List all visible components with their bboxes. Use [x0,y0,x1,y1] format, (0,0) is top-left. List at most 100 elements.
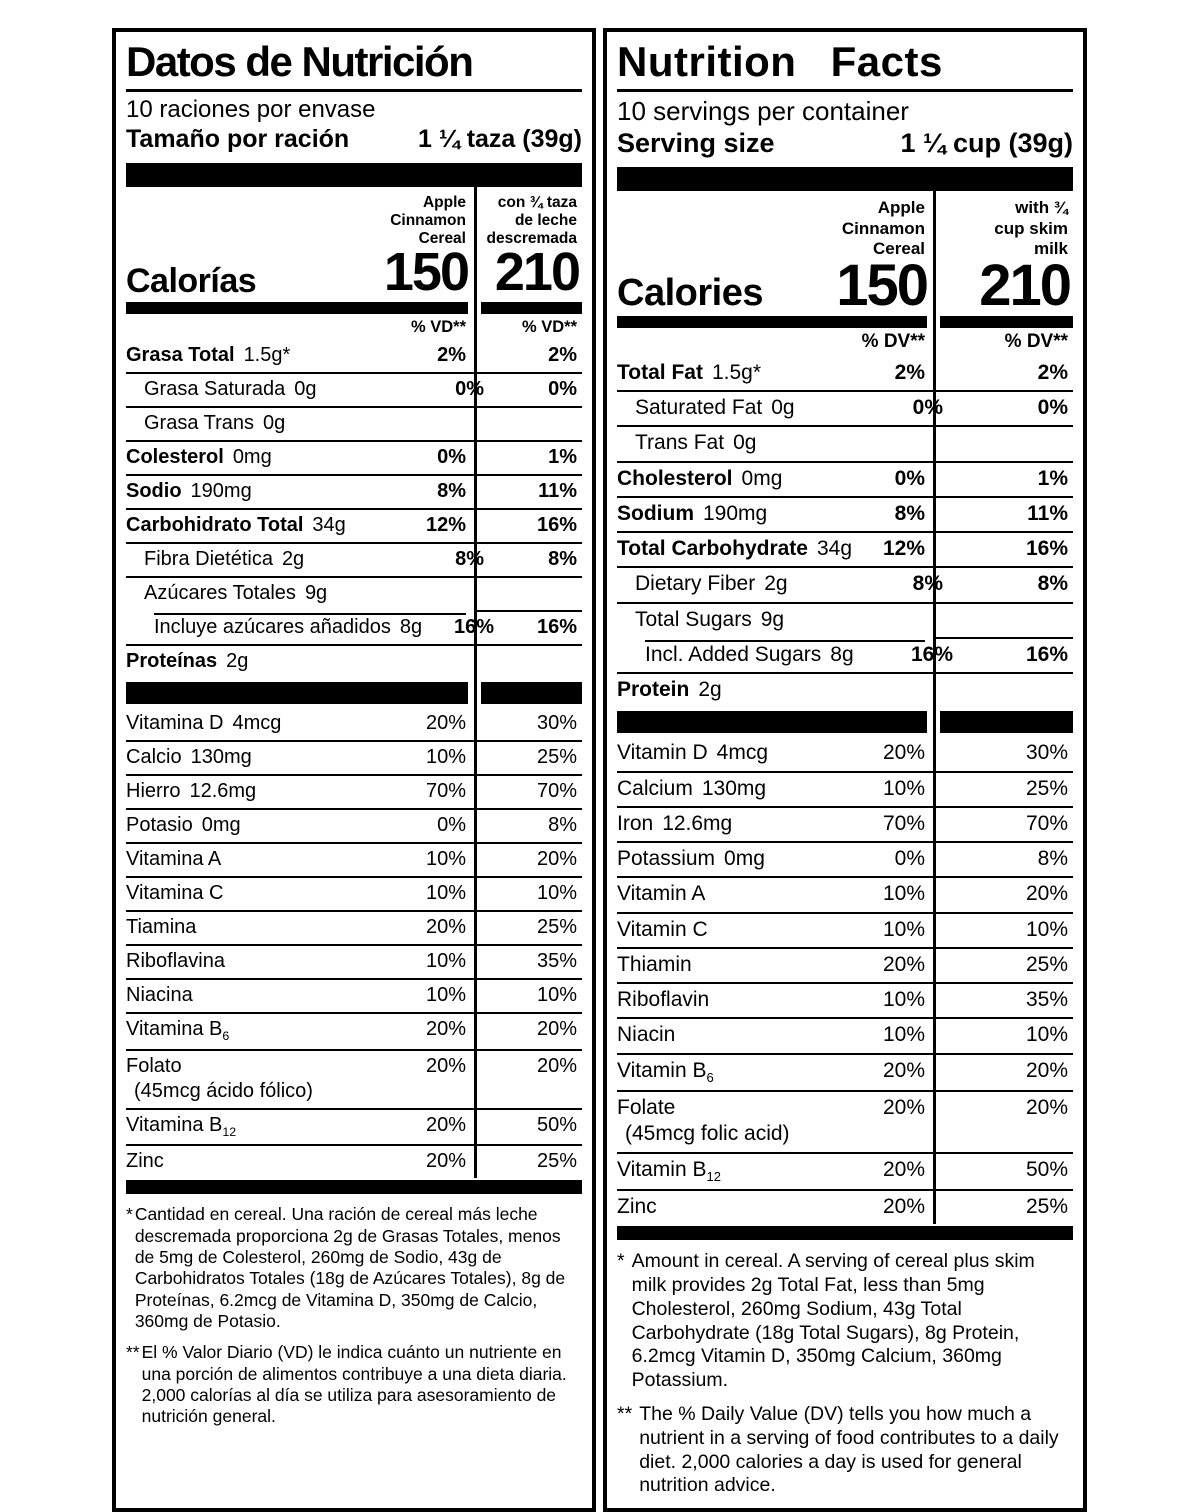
nutrient-amount: 130mg [190,746,252,769]
nutrient-name: Incluye azúcares añadidos [154,616,391,639]
nutrient-row-iron: Iron 12.6mg 70% 70% [617,805,1073,842]
section-divider-bar [126,678,582,709]
calories-underline-bar [617,313,1073,328]
calories-row: Calories 150 210 [617,256,1073,314]
percent-dv-milk: 0% [1037,396,1068,420]
percent-dv-milk: 16% [1025,642,1068,666]
calories-value-cereal: 150 [383,242,470,303]
percent-dv-cereal: 20% [425,712,466,735]
percent-dv-cereal: 20% [882,1157,925,1181]
nutrient-row-cholesterol: Cholesterol 0mg 0% 1% [617,460,1073,496]
percent-dv-milk: 8% [548,814,577,837]
percent-dv-milk: 8% [548,548,577,571]
percent-dv-milk: 35% [536,950,577,973]
percent-dv-cereal: 20% [425,916,466,939]
footnote-amount-in-cereal: * Cantidad en cereal. Una ración de cerea… [126,1204,582,1332]
footnote-daily-value: ** El % Valor Diario (VD) le indica cuánt… [126,1342,582,1427]
percent-dv-milk: 16% [1025,537,1068,561]
english-nutrition-panel: Nutrition Facts 10 servings per containe… [603,28,1087,1512]
percent-dv-cereal: 10% [882,882,925,906]
percent-dv-milk: 10% [1025,1023,1068,1047]
nutrient-row-potassium: Potassium 0mg 0% 8% [617,841,1073,877]
nutrient-row-vitamin-d: Vitamin D 4mcg 20% 30% [617,737,1073,771]
percent-dv-milk: 20% [1025,882,1068,906]
column-headers: Apple Cinnamon Cereal with ¾ cup skim mi… [617,191,1073,259]
percent-dv-cereal: 16% [910,642,953,666]
serving-size-label: Tamaño por ración [126,125,350,154]
nutrient-amount: 190mg [190,480,252,503]
nutrient-name: Proteínas [126,650,218,673]
nutrient-amount: 190mg [703,501,768,525]
nutrient-amount: 8g [399,616,423,639]
percent-dv-cereal: 70% [882,811,925,835]
footnote-amount-in-cereal: * Amount in cereal. A serving of cereal p… [617,1250,1073,1393]
nutrient-row-thiamin: Thiamin 20% 25% [617,946,1073,983]
nutrient-table: Grasa Total 1.5g* 2% 2% Grasa Saturada 0g 0% 0%… [126,340,582,1179]
percent-dv-cereal: 10% [425,848,466,871]
serving-size-label: Serving size [617,127,775,158]
nutrient-name: Vitamina B12 [126,1113,237,1139]
nutrient-amount: 0mg [741,466,783,490]
nutrient-row-protein: Protein 2g [617,672,1073,708]
nutrient-row-folato: Folato 20% (45mcg ácido fólico) 20% [126,1048,582,1108]
percent-dv-milk: 25% [1025,776,1068,800]
percent-dv-milk: 2% [1037,360,1068,384]
nutrient-name: Fibra Dietética [144,548,273,571]
nutrient-name: Vitamina D [126,712,224,735]
nutrient-row-calcio: Calcio 130mg 10% 25% [126,740,582,775]
percent-dv-cereal: 10% [882,1023,925,1047]
percent-dv-milk: 10% [1025,917,1068,941]
percent-dv-cereal: 10% [425,950,466,973]
nutrient-name: Vitamina C [126,882,224,905]
nutrient-row-vitamin-c: Vitamin C 10% 10% [617,911,1073,947]
nutrient-row-grasa-trans: Grasa Trans 0g [126,406,582,441]
nutrient-amount: 130mg [701,776,767,800]
nutrient-name: Incl. Added Sugars [645,642,822,666]
calories-underline-bar [126,300,582,315]
nutrient-name: Sodio [126,480,182,503]
nutrient-name: Zinc [617,1195,657,1218]
nutrient-row-vitamina-a: Vitamina A 10% 20% [126,842,582,877]
nutrient-amount: 0mg [724,847,765,871]
nutrient-name: Riboflavin [617,988,710,1012]
percent-dv-milk: 25% [1025,1195,1068,1218]
nutrient-row-colesterol: Colesterol 0mg 0% 1% [126,440,582,475]
nutrient-row-vitamina-b12: Vitamina B12 20% 50% [126,1107,582,1145]
nutrient-row-sodio: Sodio 190mg 8% 11% [126,474,582,509]
spanish-nutrition-panel: Datos de Nutrición 10 raciones por envas… [112,28,596,1512]
percent-dv-cereal: 12% [882,537,925,561]
percent-dv-cereal: 12% [425,514,466,537]
header-divider-bar [617,167,1073,192]
percent-dv-milk: 11% [1027,501,1068,525]
percent-dv-milk: 20% [1025,1058,1068,1082]
nutrient-name: Calcio [126,746,182,769]
nutrient-name: Trans Fat [635,431,725,455]
percent-dv-milk: 0% [548,378,577,401]
percent-dv-header-cereal: % DV** [861,330,925,352]
percent-dv-cereal: 0% [437,814,466,837]
nutrient-name: Vitamina B6 [126,1018,230,1044]
servings-per-container: 10 raciones por envase [126,95,376,123]
footnotes: * Amount in cereal. A serving of cereal p… [617,1250,1073,1498]
calories-label: Calories [617,271,763,314]
percent-dv-cereal: 2% [894,360,925,384]
nutrient-row-vitamin-a: Vitamin A 10% 20% [617,876,1073,912]
percent-dv-cereal: 20% [425,1150,466,1173]
nutrient-amount: 8g [830,642,854,666]
percent-dv-milk: 30% [1025,741,1068,765]
nutrient-amount: 12.6mg [662,811,733,835]
percent-dv-milk: 30% [536,712,577,735]
nutrient-amount: 0g [771,396,795,420]
percent-dv-cereal: 0% [437,446,466,469]
nutrient-name: Tiamina [126,916,197,939]
column-header-cereal: Apple Cinnamon Cereal [841,198,925,258]
percent-dv-milk: 25% [536,916,577,939]
nutrient-note: (45mcg folic acid) [625,1122,790,1146]
nutrient-name: Vitamina A [126,848,222,871]
nutrient-name: Grasa Saturada [144,378,286,401]
nutrient-amount: 2g [281,548,305,571]
footnote-text: The % Daily Value (DV) tells you how muc… [639,1402,1059,1497]
nutrient-amount: 4mcg [232,712,282,735]
nutrient-row-incluye-az-cares-a-adidos: Incluye azúcares añadidos 8g 16% 16% [126,610,582,645]
